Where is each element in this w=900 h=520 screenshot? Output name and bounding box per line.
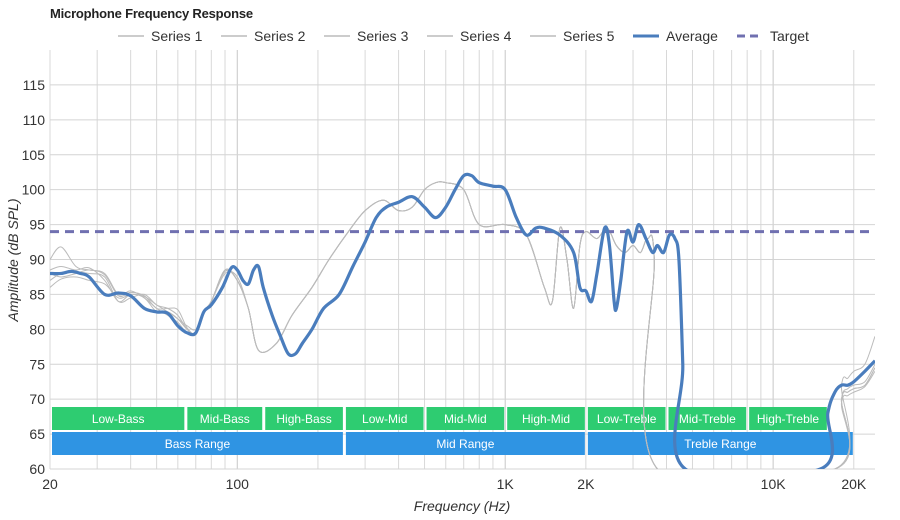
band-label: High-Mid: [522, 412, 570, 426]
legend-item-average[interactable]: Average: [633, 28, 718, 44]
legend-item-series-3[interactable]: Series 3: [324, 28, 409, 44]
band-mid-range: [345, 432, 585, 455]
y-tick-label: 70: [29, 391, 45, 407]
x-tick-label: 1K: [497, 476, 515, 492]
x-tick-label: 20K: [841, 476, 867, 492]
band-mid-mid: [426, 407, 505, 430]
band-label: Mid-Bass: [200, 412, 250, 426]
legend-label: Average: [666, 28, 718, 44]
x-tick-label: 20: [42, 476, 58, 492]
band-label: Mid Range: [436, 437, 494, 451]
grid: [49, 50, 875, 470]
average-line: [50, 172, 875, 469]
chart-title: Microphone Frequency Response: [50, 6, 253, 21]
y-axis-label: Amplitude (dB SPL): [5, 199, 21, 323]
band-treble-range: [587, 432, 853, 455]
y-tick-label: 75: [29, 356, 45, 372]
y-tick-label: 105: [22, 147, 46, 163]
legend-label: Target: [770, 28, 809, 44]
legend-label: Series 1: [151, 28, 203, 44]
band-low-treble: [587, 407, 666, 430]
legend-label: Series 3: [357, 28, 409, 44]
y-tick-label: 90: [29, 252, 45, 268]
legend-item-series-1[interactable]: Series 1: [118, 28, 203, 44]
x-axis-label: Frequency (Hz): [414, 498, 510, 514]
y-tick-label: 65: [29, 426, 45, 442]
legend-label: Series 5: [563, 28, 615, 44]
band-label: Low-Mid: [362, 412, 407, 426]
range-bands: Low-Bass Mid-Bass High-Bass Low-Mid Mid-Mid H…: [52, 407, 853, 455]
band-label: Low-Treble: [597, 412, 657, 426]
band-label: High-Bass: [276, 412, 331, 426]
y-tick-label: 60: [29, 461, 45, 477]
band-label: Treble Range: [684, 437, 757, 451]
band-mid-bass: [187, 407, 263, 430]
series-layer: [50, 172, 875, 469]
band-high-treble: [749, 407, 827, 430]
legend-label: Series 2: [254, 28, 306, 44]
y-tick-label: 95: [29, 217, 45, 233]
y-tick-label: 100: [22, 182, 46, 198]
y-tick-label: 115: [23, 77, 46, 93]
y-tick-label: 110: [23, 112, 46, 128]
axes: 60 65 70 75 80 85 90 95 100 105 110 115 20 100 1K 2K 10K…: [22, 77, 867, 492]
y-tick-label: 80: [29, 321, 45, 337]
y-tick-label: 85: [29, 286, 45, 302]
x-tick-label: 2K: [577, 476, 595, 492]
band-label: Mid-Mid: [444, 412, 487, 426]
band-mid-treble: [668, 407, 747, 430]
band-low-mid: [345, 407, 424, 430]
band-bass-range: [52, 432, 343, 455]
legend-item-target[interactable]: Target: [737, 28, 809, 44]
band-label: High-Treble: [757, 412, 820, 426]
x-tick-label: 10K: [761, 476, 787, 492]
legend-item-series-4[interactable]: Series 4: [427, 28, 512, 44]
band-high-mid: [507, 407, 585, 430]
band-label: Low-Bass: [92, 412, 145, 426]
legend-item-series-2[interactable]: Series 2: [221, 28, 306, 44]
legend[interactable]: Series 1 Series 2 Series 3 Series 4 Series 5…: [118, 28, 809, 44]
band-label: Bass Range: [165, 437, 231, 451]
band-low-bass: [52, 407, 185, 430]
x-tick-label: 100: [226, 476, 250, 492]
legend-label: Series 4: [460, 28, 512, 44]
band-label: Mid-Treble: [679, 412, 736, 426]
legend-item-series-5[interactable]: Series 5: [530, 28, 615, 44]
band-high-bass: [265, 407, 343, 430]
